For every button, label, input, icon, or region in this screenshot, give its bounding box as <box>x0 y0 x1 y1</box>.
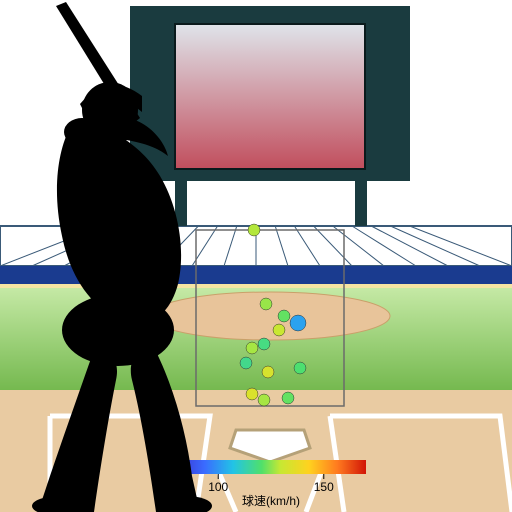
pitch-marker <box>294 362 306 374</box>
pitch-location-chart: 100 150 球速(km/h) <box>0 0 512 512</box>
pitch-marker <box>278 310 290 322</box>
warning-track <box>0 284 512 288</box>
pitch-marker <box>258 394 270 406</box>
pitch-marker <box>282 392 294 404</box>
legend-label: 球速(km/h) <box>242 494 300 508</box>
pitch-marker <box>240 357 252 369</box>
scoreboard-screen <box>175 24 365 169</box>
pitch-marker <box>273 324 285 336</box>
pitch-marker <box>290 315 306 331</box>
pitch-marker <box>246 342 258 354</box>
legend-tick-label: 150 <box>314 480 334 494</box>
pitch-marker <box>248 224 260 236</box>
scoreboard-pole <box>355 181 367 226</box>
pitch-marker <box>260 298 272 310</box>
pitch-marker <box>262 366 274 378</box>
legend-tick-label: 100 <box>208 480 228 494</box>
pitch-marker <box>258 338 270 350</box>
pitch-marker <box>246 388 258 400</box>
legend-colorbar <box>176 460 366 474</box>
